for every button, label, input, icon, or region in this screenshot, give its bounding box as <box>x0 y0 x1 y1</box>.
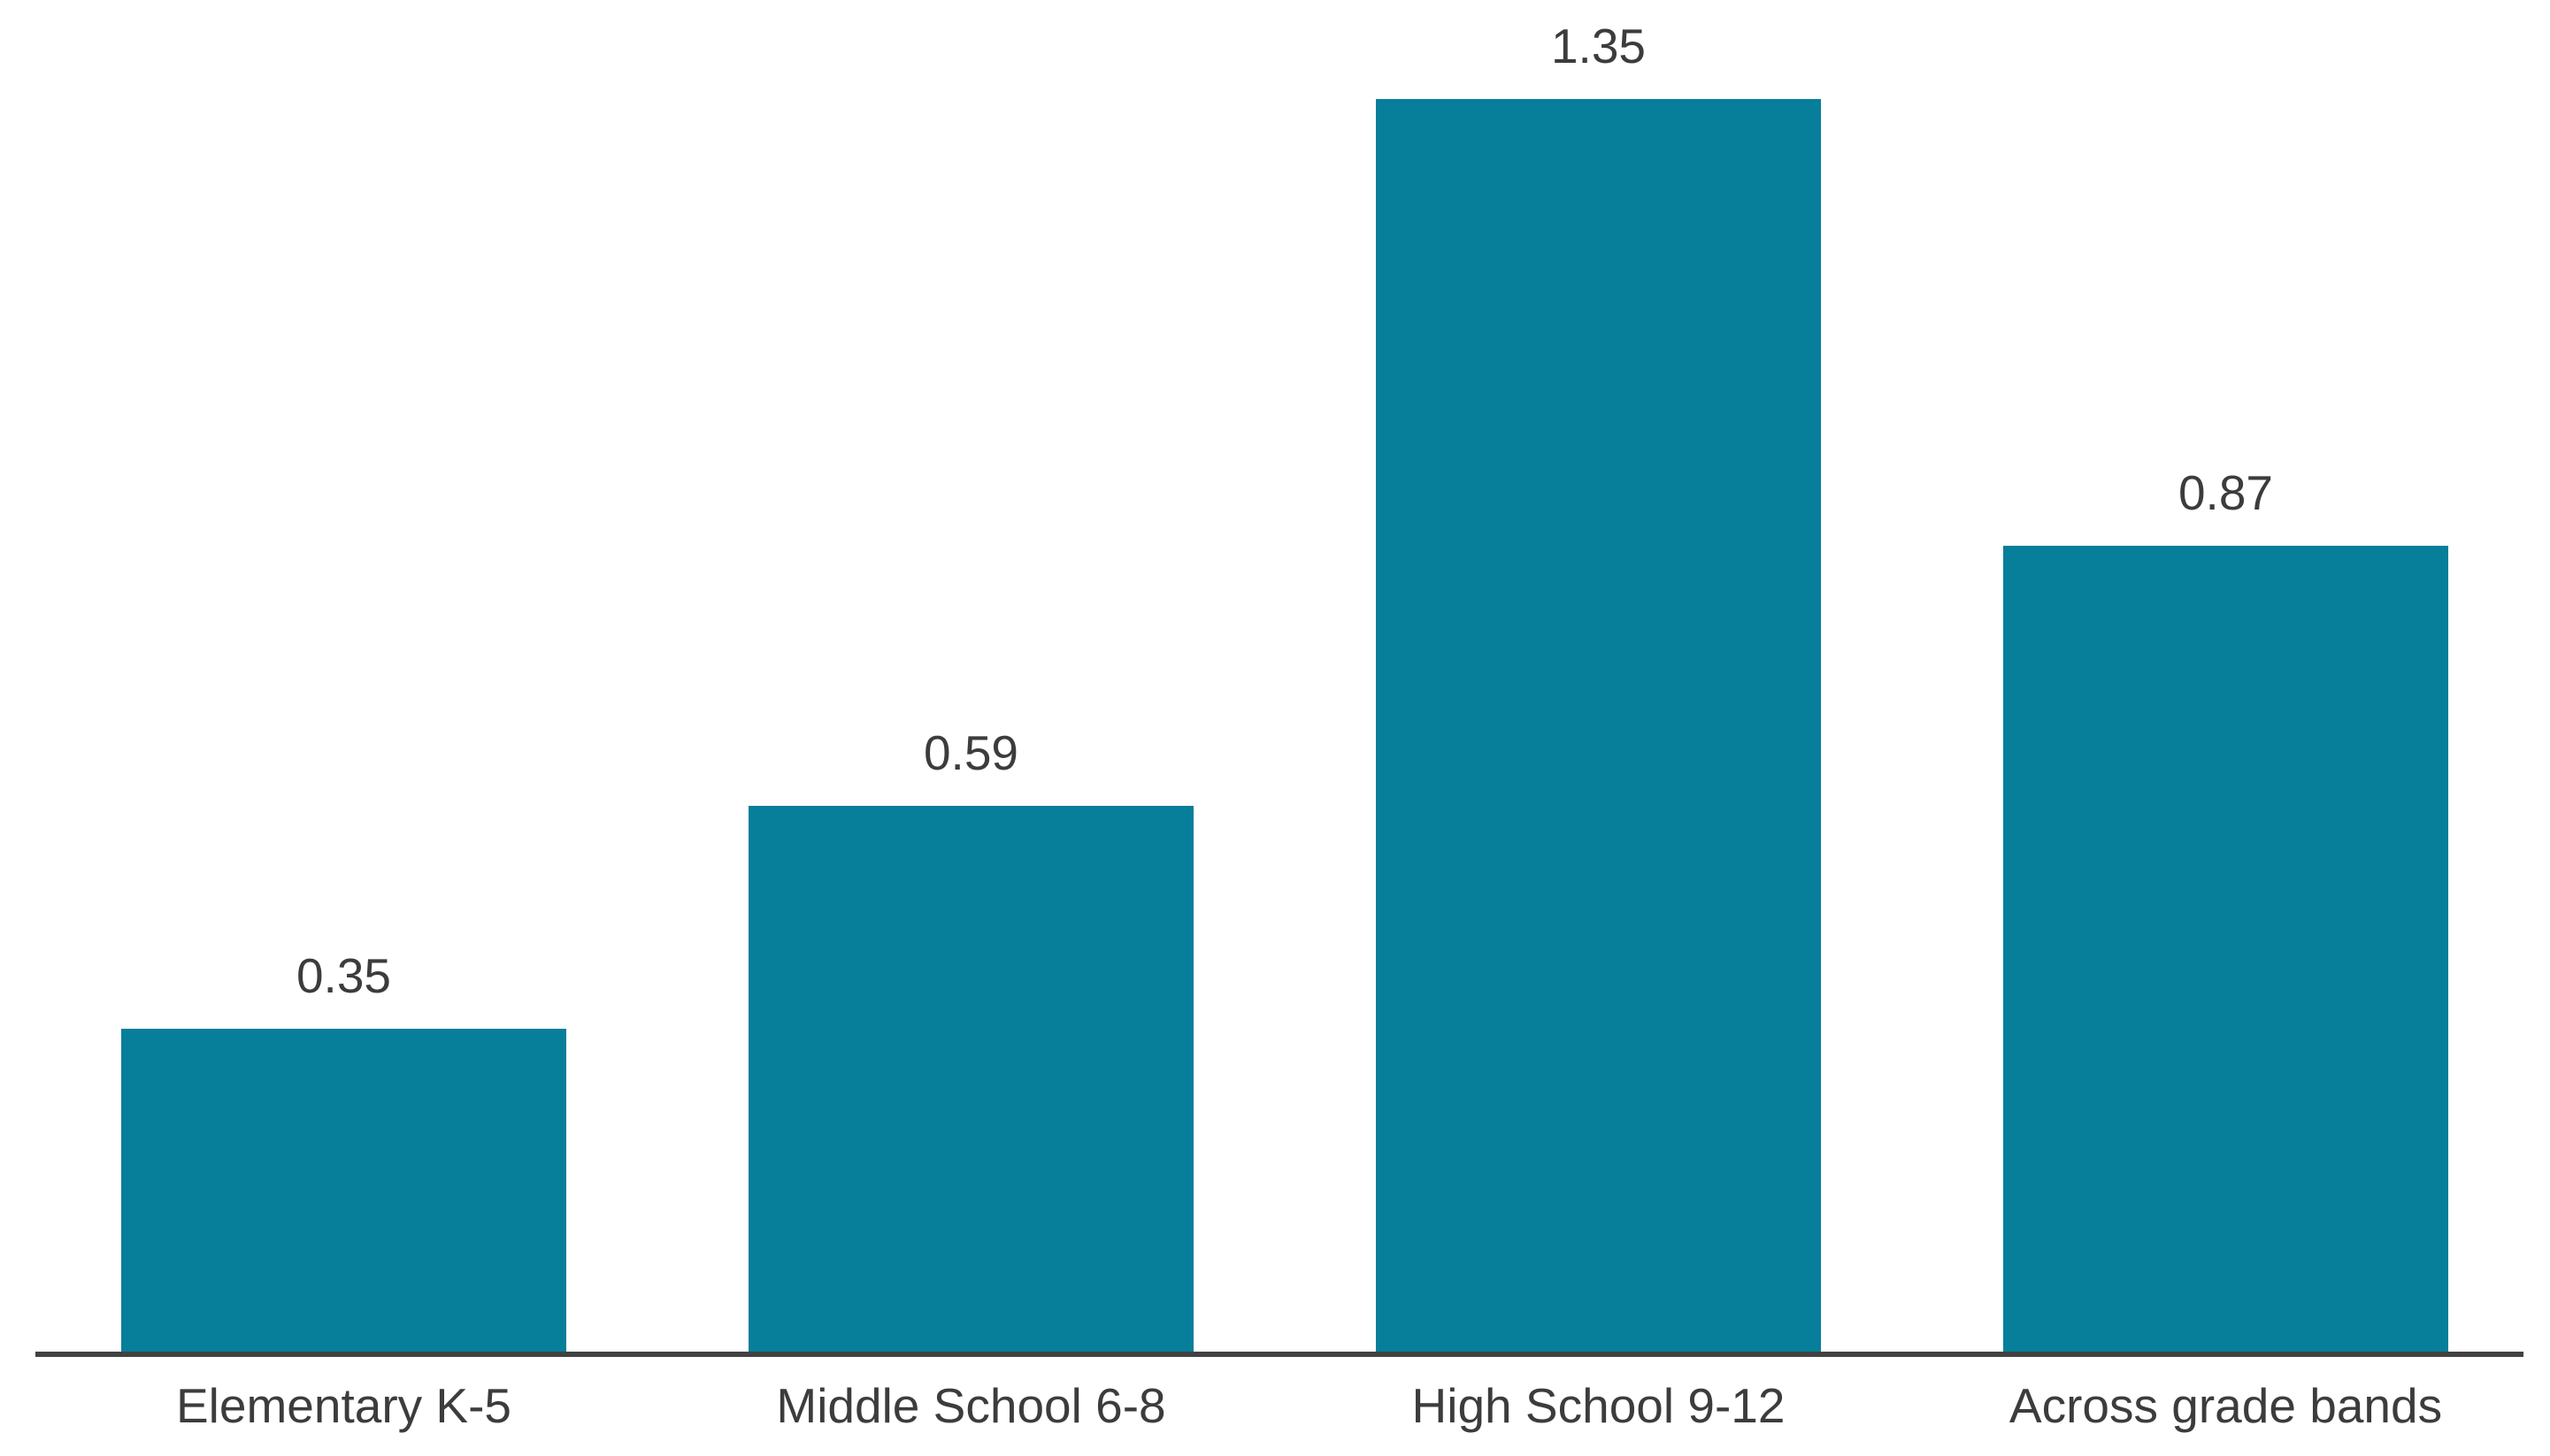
bar-column: 1.35 <box>1376 19 1821 1354</box>
bar-value-label: 0.59 <box>923 724 1019 780</box>
x-axis-line <box>35 1352 2523 1357</box>
bar-value-label: 0.87 <box>2177 464 2274 520</box>
bar <box>121 1029 566 1354</box>
bar <box>2003 546 2448 1354</box>
bar-column: 0.35 <box>121 948 566 1354</box>
x-axis-category-label: Middle School 6-8 <box>776 1378 1166 1433</box>
x-axis-category-label: Across grade bands <box>2009 1378 2443 1433</box>
bar <box>1376 99 1821 1354</box>
x-axis-category-label: High School 9-12 <box>1411 1378 1786 1433</box>
bar-value-label: 0.35 <box>296 947 392 1003</box>
plot-area: 0.35 0.59 1.35 0.87 <box>121 0 2448 1354</box>
bar-column: 0.87 <box>2003 465 2448 1354</box>
bar-value-label: 1.35 <box>1550 18 1647 73</box>
bar-column: 0.59 <box>749 725 1194 1354</box>
x-axis-labels: Elementary K-5 Middle School 6-8 High Scho… <box>121 1376 2448 1435</box>
bar <box>749 806 1194 1354</box>
x-axis-category-label: Elementary K-5 <box>175 1378 512 1433</box>
